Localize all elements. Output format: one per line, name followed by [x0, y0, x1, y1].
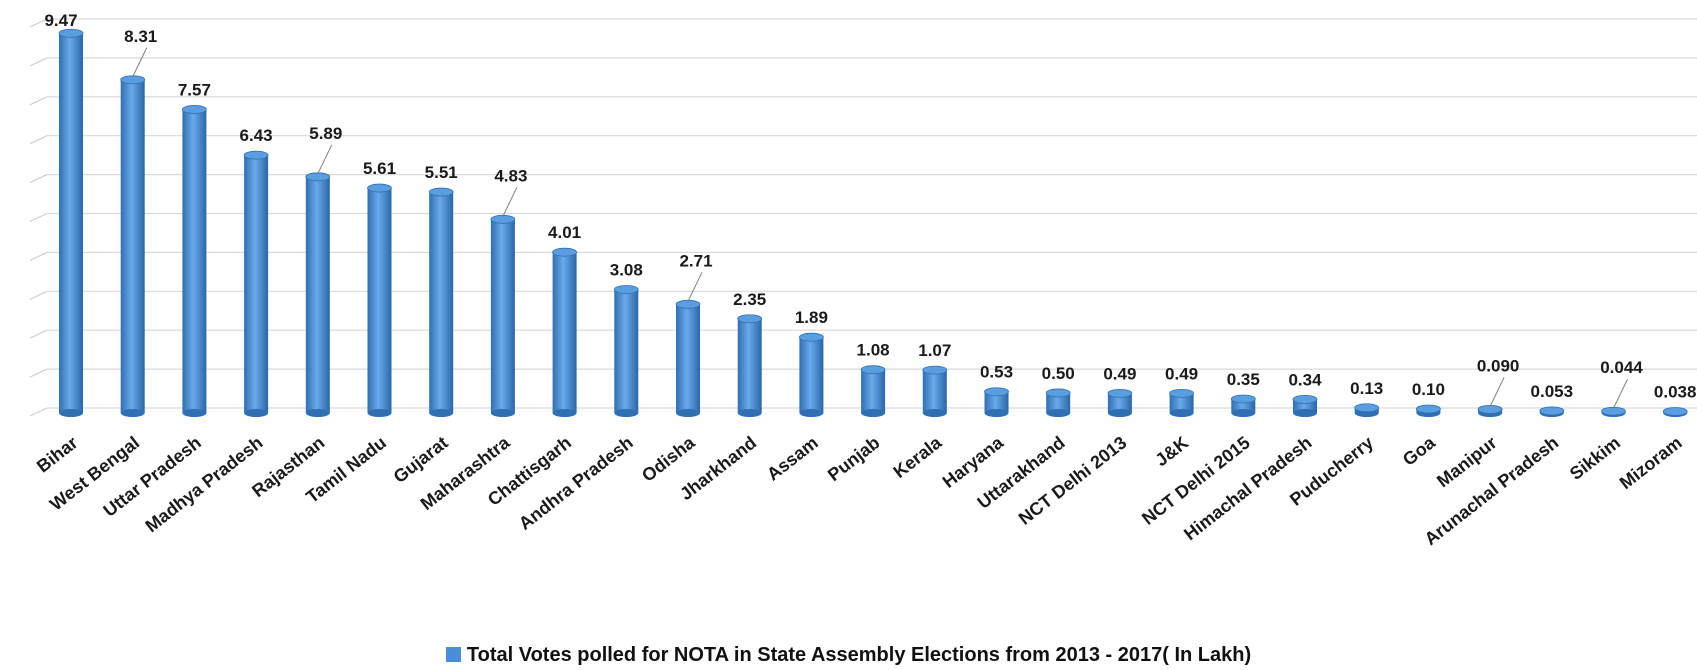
- gridline: [29, 96, 48, 106]
- bar: [120, 75, 146, 417]
- data-label: 3.08: [610, 260, 643, 279]
- gridline: [29, 57, 48, 67]
- x-tick-label: Goa: [1399, 432, 1440, 470]
- data-label: 0.090: [1477, 356, 1520, 375]
- leader-line: [687, 272, 703, 302]
- bar: [243, 150, 269, 417]
- bars-group: [58, 28, 1688, 417]
- x-tick-label: Assam: [763, 432, 822, 484]
- data-label: 1.08: [857, 341, 890, 360]
- x-tick-label: J&K: [1151, 432, 1192, 470]
- data-label: 0.053: [1531, 382, 1574, 401]
- gridline: [29, 407, 48, 417]
- data-label: 0.53: [980, 363, 1013, 382]
- data-label: 0.13: [1350, 379, 1383, 398]
- bar: [1230, 394, 1256, 417]
- bar: [58, 28, 84, 417]
- gridline: [29, 18, 48, 28]
- leader-line: [317, 144, 333, 175]
- gridline: [29, 329, 48, 339]
- data-label: 7.57: [178, 80, 211, 99]
- x-tick-label: NCT Delhi 2013: [1015, 432, 1131, 528]
- leader-line: [502, 187, 518, 217]
- bar: [1416, 404, 1441, 417]
- data-labels-group: 9.47 8.31 7.57 6.43 5.89 5.61 5.51 4.83 4.01 3.08…: [44, 11, 1697, 409]
- bar: [799, 332, 824, 417]
- bar: [860, 365, 886, 417]
- data-label: 2.71: [679, 251, 712, 270]
- bar: [552, 247, 577, 417]
- legend: Total Votes polled for NOTA in State Ass…: [0, 644, 1697, 667]
- x-tick-label: Sikkim: [1566, 432, 1624, 483]
- legend-label: Total Votes polled for NOTA in State Ass…: [466, 644, 1252, 666]
- bar: [1045, 388, 1071, 417]
- bar: [675, 299, 701, 417]
- data-label: 4.83: [494, 166, 527, 185]
- bar: [1477, 404, 1503, 417]
- x-tick-label: Kerala: [890, 432, 946, 482]
- gridline: [29, 290, 48, 300]
- gridline: [29, 368, 48, 378]
- bar: [1601, 406, 1626, 417]
- leader-line: [1489, 377, 1505, 407]
- leader-line: [132, 47, 148, 77]
- x-tick-label: NCT Delhi 2015: [1138, 432, 1254, 528]
- data-label: 0.10: [1412, 380, 1445, 399]
- bar: [1107, 388, 1133, 417]
- gridline: [29, 135, 48, 145]
- leader-line: [1613, 379, 1628, 409]
- bar: [367, 183, 392, 417]
- bar: [984, 387, 1009, 417]
- legend-swatch: [445, 647, 461, 662]
- bar: [1539, 406, 1565, 417]
- bar: [737, 314, 763, 417]
- data-label: 0.038: [1654, 382, 1697, 401]
- x-tick-label: Bihar: [33, 432, 82, 476]
- data-label: 6.43: [240, 126, 273, 145]
- gridline: [29, 251, 48, 261]
- data-label: 0.044: [1600, 358, 1643, 377]
- data-label: 5.61: [363, 159, 396, 178]
- x-tick-label: Andhra Pradesh: [515, 432, 637, 533]
- bar: [1662, 407, 1688, 417]
- data-label: 1.89: [795, 308, 828, 327]
- data-label: 2.35: [733, 290, 766, 309]
- data-label: 0.49: [1165, 364, 1198, 383]
- bar: [181, 105, 207, 417]
- data-label: 5.89: [309, 124, 342, 143]
- data-label: 4.01: [548, 223, 581, 242]
- gridline: [29, 174, 48, 184]
- data-label: 1.07: [918, 341, 951, 360]
- data-label: 0.35: [1227, 370, 1260, 389]
- x-tick-label: Punjab: [824, 432, 884, 485]
- bar: [613, 285, 639, 417]
- bar: [490, 214, 516, 417]
- bar: [305, 172, 331, 417]
- nota-votes-chart: 9.47 8.31 7.57 6.43 5.89 5.61 5.51 4.83 4.01 3.08…: [29, 11, 1697, 549]
- bar: [922, 365, 948, 417]
- data-label: 0.49: [1103, 364, 1136, 383]
- data-label: 0.34: [1288, 370, 1322, 389]
- data-label: 0.50: [1042, 364, 1075, 383]
- data-label: 9.47: [44, 11, 77, 30]
- bar: [428, 187, 454, 417]
- data-label: 5.51: [425, 163, 458, 182]
- data-label: 8.31: [124, 27, 157, 46]
- x-tick-label: Mizoram: [1616, 432, 1686, 493]
- bar: [1169, 388, 1194, 417]
- bar: [1354, 403, 1380, 417]
- gridline: [29, 212, 48, 223]
- bar: [1292, 394, 1318, 417]
